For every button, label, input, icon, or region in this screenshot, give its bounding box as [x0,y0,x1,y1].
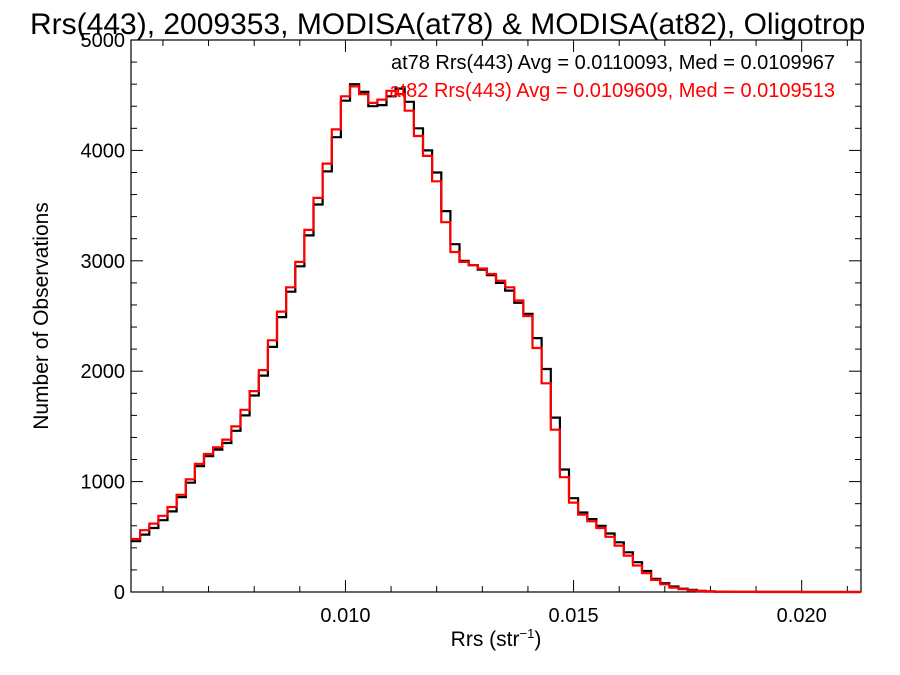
plot-frame [130,39,862,593]
x-axis-label-close: ) [534,628,541,651]
y-tick-label: 5000 [81,30,126,52]
axis-ticks: 0 1000 2000 3000 4000 5000 0.010 0.015 0.020 [81,30,861,627]
annotation-at78: at78 Rrs(443) Avg = 0.0110093, Med = 0.0… [391,52,835,74]
series-layer [131,83,861,594]
y-tick-label: 3000 [81,251,126,273]
x-tick-label: 0.020 [777,605,827,627]
y-tick-label: 2000 [81,361,126,383]
series-at82-line [131,85,861,594]
y-tick-label: 4000 [81,140,126,162]
plot-area [130,39,862,593]
x-axis-label: Rrs (str−1) [451,626,542,651]
x-axis-label-superscript: −1 [520,626,535,641]
y-axis-label: Number of Observations [30,202,53,430]
x-axis-label-main: Rrs (str [451,628,520,651]
y-tick-label: 1000 [81,472,126,494]
x-tick-label: 0.015 [549,605,599,627]
annotation-at82: at82 Rrs(443) Avg = 0.0109609, Med = 0.0… [389,80,835,102]
y-tick-label: 0 [114,582,125,604]
series-at78-line [131,83,861,594]
x-tick-label: 0.010 [320,605,370,627]
chart-title: Rrs(443), 2009353, MODISA(at78) & MODISA… [30,8,865,41]
